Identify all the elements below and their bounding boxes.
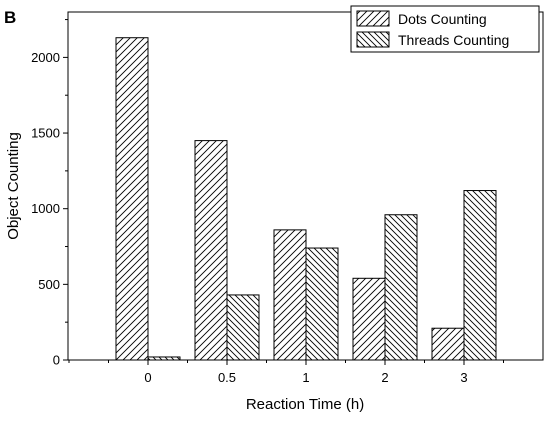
y-tick-label: 1000 — [31, 201, 60, 216]
x-tick-label: 0.5 — [218, 370, 236, 385]
bar-threads-counting-2 — [384, 214, 418, 361]
y-tick-label: 2000 — [31, 50, 60, 65]
bar-dots-counting-0 — [115, 37, 149, 361]
legend: Dots Counting Threads Counting — [350, 5, 540, 53]
x-axis-title: Reaction Time (h) — [246, 396, 364, 413]
bar-dots-counting-2 — [352, 277, 386, 361]
x-tick-label: 3 — [460, 370, 467, 385]
x-axis-ticks: 0 0.5 1 2 3 — [68, 360, 504, 385]
legend-label-dots: Dots Counting — [398, 11, 487, 27]
bar-threads-counting-0-5 — [226, 294, 260, 361]
bar-dots-counting-0-5 — [194, 140, 228, 361]
y-axis-ticks: 0 500 1000 1500 2000 — [31, 19, 68, 368]
y-axis-title: Object Counting — [5, 132, 22, 240]
legend-swatch-threads — [356, 31, 390, 48]
bar-dots-counting-3 — [431, 327, 465, 361]
bar-threads-counting-1 — [305, 247, 339, 361]
x-tick-label: 1 — [302, 370, 309, 385]
legend-swatch-dots — [356, 10, 390, 27]
bars-group — [115, 37, 497, 361]
y-tick-label: 500 — [38, 277, 60, 292]
bar-threads-counting-3 — [463, 190, 497, 361]
plot-frame — [67, 11, 544, 361]
legend-label-threads: Threads Counting — [398, 32, 509, 48]
panel-label: B — [4, 8, 16, 27]
y-tick-label: 1500 — [31, 126, 60, 141]
x-tick-label: 2 — [381, 370, 388, 385]
y-tick-label: 0 — [53, 353, 60, 368]
x-tick-label: 0 — [144, 370, 151, 385]
bar-dots-counting-1 — [273, 229, 307, 361]
